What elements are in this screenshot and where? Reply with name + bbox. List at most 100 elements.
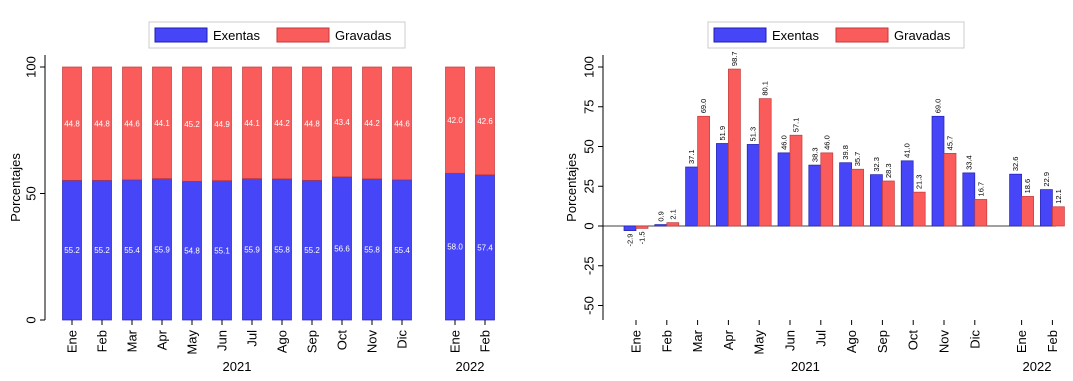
bar-gravadas: [122, 66, 142, 181]
data-label-exentas: 55.2: [94, 246, 110, 255]
data-label-exentas: 22.9: [1042, 172, 1051, 187]
x-tick-label: May: [185, 330, 200, 355]
x-tick-label: Dic: [395, 330, 410, 349]
bar-exentas: [900, 160, 914, 227]
bar-gravadas: [789, 134, 803, 227]
legend-label-exentas: Exentas: [213, 28, 260, 43]
data-label-gravadas: 44.6: [394, 119, 410, 128]
data-label-gravadas: 69.0: [699, 99, 708, 114]
data-label-gravadas: 46.0: [822, 135, 831, 150]
x-tick-label: May: [752, 330, 767, 355]
data-label-gravadas: 44.2: [274, 119, 290, 128]
data-label-exentas: 57.4: [477, 243, 493, 252]
group-label: 2021: [223, 359, 252, 374]
data-label-exentas: 55.1: [214, 246, 230, 255]
x-tick-label: Feb: [478, 330, 493, 352]
data-label-exentas: 39.8: [841, 145, 850, 160]
y-axis-label: Porcentajes: [564, 153, 579, 222]
bar-exentas: [839, 162, 852, 227]
bar-exentas: [654, 224, 668, 227]
x-tick-label: Feb: [659, 330, 674, 352]
bar-gravadas: [912, 191, 926, 227]
data-label-exentas: 46.0: [780, 135, 789, 150]
bar-gravadas: [212, 66, 232, 181]
legend-label-exentas: Exentas: [772, 28, 819, 43]
bar-gravadas: [182, 66, 202, 182]
legend-swatch-gravadas: [835, 27, 889, 43]
data-label-gravadas: 28.3: [884, 163, 893, 178]
bar-gravadas: [92, 66, 112, 181]
data-label-exentas: 51.3: [749, 127, 758, 142]
x-tick-label: Jul: [245, 330, 260, 347]
x-tick-label: Oct: [906, 330, 921, 351]
x-tick-label: Jul: [813, 330, 828, 347]
data-label-gravadas: 44.8: [304, 120, 320, 129]
data-label-gravadas: 57.1: [792, 118, 801, 133]
data-label-gravadas: 21.3: [915, 175, 924, 190]
bar-gravadas: [152, 66, 172, 179]
legend-swatch-exentas: [713, 27, 767, 43]
bar-exentas: [623, 225, 637, 231]
bar-gravadas: [332, 66, 352, 178]
data-label-exentas: 0.9: [656, 211, 665, 221]
group-label: 2021: [791, 359, 820, 374]
data-label-exentas: 33.4: [964, 155, 973, 170]
bar-gravadas: [272, 66, 292, 180]
y-tick-label: 0: [582, 222, 597, 229]
x-tick-label: Jun: [215, 330, 230, 351]
data-label-exentas: -2.9: [626, 234, 635, 247]
y-tick-label: 25: [582, 179, 597, 193]
data-label-exentas: 55.9: [244, 245, 260, 254]
bar-gravadas: [943, 152, 957, 227]
data-label-exentas: 55.9: [154, 245, 170, 254]
x-tick-label: Apr: [155, 329, 170, 350]
bar-gravadas: [62, 66, 82, 181]
y-tick-label: 50: [582, 139, 597, 153]
bar-gravadas: [851, 168, 864, 227]
legend-swatch-exentas: [154, 27, 208, 43]
bar-exentas: [746, 144, 760, 227]
x-tick-label: Ago: [275, 330, 290, 353]
data-label-gravadas: 12.1: [1054, 189, 1063, 204]
data-label-gravadas: 44.8: [94, 120, 110, 129]
bar-exentas: [777, 152, 791, 227]
y-axis-label: Porcentajes: [8, 153, 23, 222]
data-label-exentas: 69.0: [934, 99, 943, 114]
x-tick-label: Jun: [783, 330, 798, 351]
bar-gravadas: [820, 152, 834, 227]
bar-gravadas: [666, 222, 680, 227]
data-label-gravadas: 16.7: [976, 182, 985, 197]
y-tick-label: -50: [582, 296, 597, 315]
bar-gravadas: [882, 180, 895, 227]
y-tick-label: -25: [582, 256, 597, 275]
data-label-exentas: 55.2: [64, 246, 80, 255]
data-label-gravadas: 35.7: [853, 152, 862, 167]
data-label-gravadas: 44.6: [124, 119, 140, 128]
data-label-gravadas: 44.8: [64, 120, 80, 129]
x-tick-label: Sep: [305, 330, 320, 353]
x-tick-label: Dic: [967, 330, 982, 349]
y-tick-label: 100: [24, 56, 39, 78]
data-label-gravadas: 44.1: [244, 119, 260, 128]
x-tick-label: Nov: [937, 330, 952, 354]
bar-exentas: [931, 115, 945, 227]
x-tick-label: Ago: [844, 330, 859, 353]
bar-gravadas: [302, 66, 322, 181]
legend-label-gravadas: Gravadas: [894, 28, 951, 43]
data-label-gravadas: 45.2: [184, 120, 200, 129]
data-label-exentas: 55.2: [304, 246, 320, 255]
y-tick-label: 100: [582, 56, 597, 78]
data-label-gravadas: -1.5: [638, 231, 647, 244]
data-label-exentas: 51.9: [718, 126, 727, 141]
data-label-exentas: 55.8: [364, 245, 380, 254]
x-tick-label: Ene: [448, 330, 463, 353]
data-label-gravadas: 45.7: [946, 136, 955, 151]
x-tick-label: Mar: [125, 329, 140, 352]
data-label-exentas: 58.0: [447, 243, 463, 252]
data-label-exentas: 41.0: [903, 143, 912, 158]
x-tick-label: Sep: [875, 330, 890, 353]
bar-gravadas: [974, 199, 988, 227]
x-tick-label: Mar: [690, 329, 705, 352]
data-label-gravadas: 44.1: [154, 119, 170, 128]
